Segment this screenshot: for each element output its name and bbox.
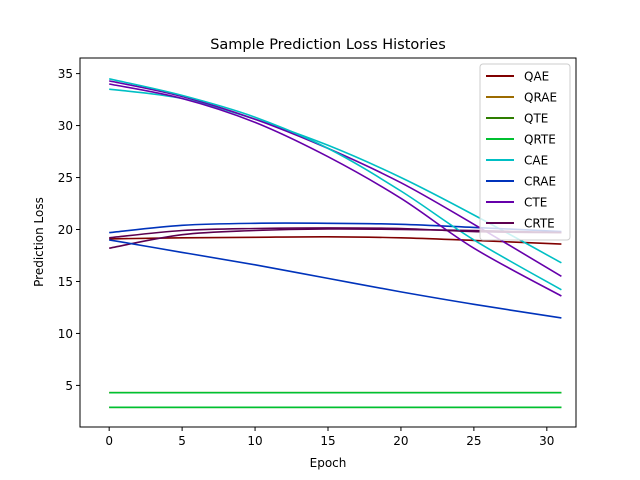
y-tick-label: 15: [58, 275, 73, 289]
y-tick-label: 10: [58, 327, 73, 341]
legend-label-qrte: QRTE: [524, 133, 556, 147]
series-line-extra-3: [109, 239, 562, 319]
x-tick-label: 15: [320, 434, 335, 448]
x-axis: 0 5 10 15 20 25 30: [105, 427, 554, 448]
x-tick-label: 20: [393, 434, 408, 448]
legend-label-crte: CRTE: [524, 217, 555, 231]
x-axis-label: Epoch: [310, 456, 347, 470]
series-line-extra-2: [109, 83, 562, 297]
legend-label-cae: CAE: [524, 154, 548, 168]
x-tick-label: 0: [105, 434, 113, 448]
legend-label-qrae: QRAE: [524, 91, 557, 105]
x-tick-label: 5: [178, 434, 186, 448]
x-tick-label: 10: [247, 434, 262, 448]
y-tick-label: 20: [58, 223, 73, 237]
legend-label-cte: CTE: [524, 196, 547, 210]
legend-box: [479, 63, 571, 241]
series-line-crae: [109, 222, 562, 234]
legend: QAE QRAE QTE QRTE CAE CRAE CTE CRTE: [479, 63, 571, 241]
y-tick-label: 25: [58, 171, 73, 185]
series-layer: [109, 78, 562, 409]
legend-label-qte: QTE: [524, 112, 548, 126]
legend-label-qae: QAE: [524, 70, 549, 84]
y-tick-label: 35: [58, 67, 73, 81]
y-axis-label: Prediction Loss: [32, 197, 46, 287]
chart-title: Sample Prediction Loss Histories: [210, 37, 446, 53]
y-tick-label: 30: [58, 119, 73, 133]
x-tick-label: 30: [539, 434, 554, 448]
y-tick-label: 5: [65, 379, 73, 393]
series-line-extra-1: [109, 78, 562, 291]
y-axis: 5 10 15 20 25 30 35: [58, 67, 80, 393]
legend-label-crae: CRAE: [524, 175, 556, 189]
series-line-extra-4: [109, 227, 562, 239]
x-tick-label: 25: [466, 434, 481, 448]
series-line-crte: [109, 228, 562, 249]
